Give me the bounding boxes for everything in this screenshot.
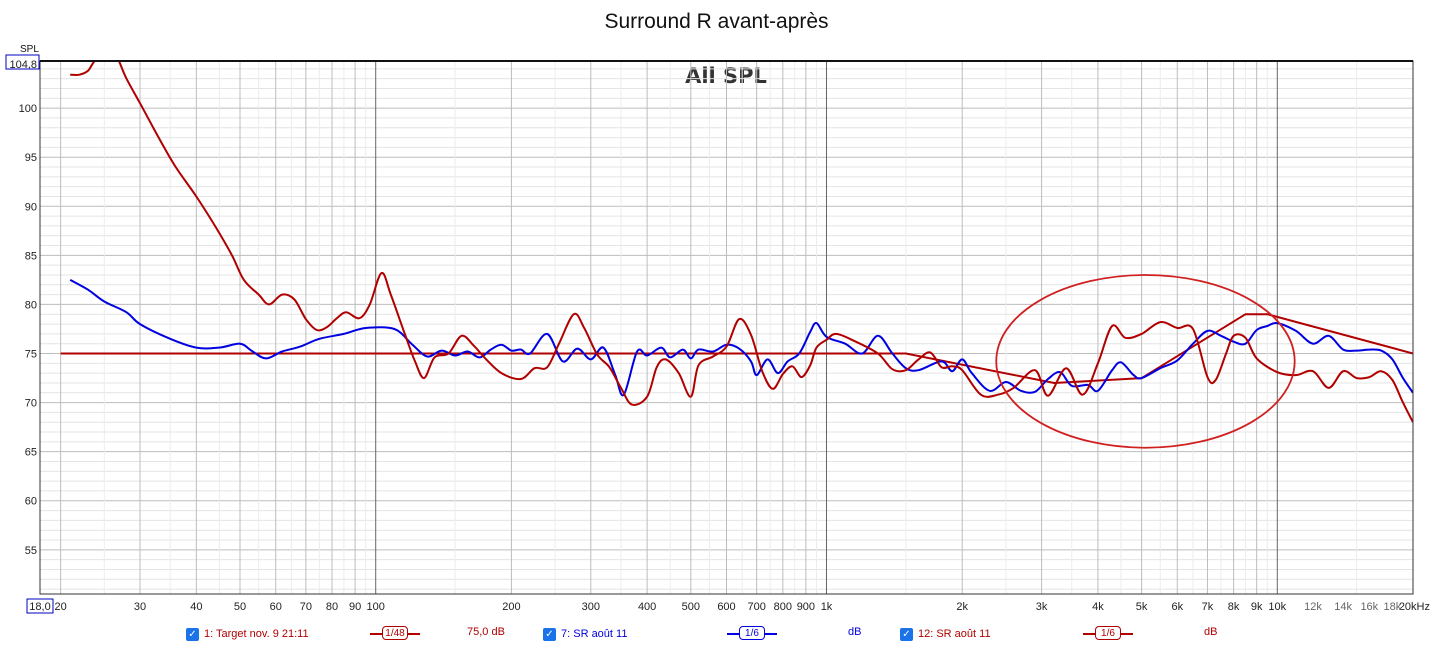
x-tick-label-minor: 14k (1334, 601, 1352, 613)
checkbox-icon[interactable]: ✓ (900, 627, 913, 641)
x-tick-label: 90 (349, 601, 361, 613)
y-tick-label: 75 (25, 349, 37, 361)
y-tick-label: 60 (25, 496, 37, 508)
legend-label: 1: Target nov. 9 21:11 (204, 628, 309, 640)
y-axis-label: SPL (20, 44, 39, 55)
x-tick-label: 400 (638, 601, 656, 613)
x-tick-label: 20 (55, 601, 67, 613)
legend: ✓ 1: Target nov. 9 21:11 1/48 75,0 dB ✓ … (0, 626, 1433, 644)
y-tick-label: 90 (25, 201, 37, 213)
legend-value: dB (1204, 626, 1218, 638)
x-tick-label-minor: 16k (1360, 601, 1378, 613)
x-tick-label-minor: 12k (1304, 601, 1322, 613)
legend-label: 7: SR août 11 (561, 628, 628, 640)
x-tick-label: 40 (190, 601, 202, 613)
series-sr-7-line (69, 279, 1413, 397)
legend-item-sr-12[interactable]: ✓ 12: SR août 11 (900, 626, 991, 642)
legend-item-sr-7[interactable]: ✓ 7: SR août 11 (543, 626, 627, 642)
legend-item-target[interactable]: ✓ 1: Target nov. 9 21:11 (186, 626, 309, 642)
x-tick-label: 50 (234, 601, 246, 613)
smoothing-label: 1/6 (739, 626, 765, 640)
y-tick-label: 95 (25, 152, 37, 164)
x-tick-label: 500 (682, 601, 700, 613)
axes: 55 60 65 70 75 80 85 90 95 100 104,8 SPL 18,0 20 30 40 5… (5, 44, 1430, 614)
x-tick-label: 2k (956, 601, 968, 613)
x-tick-label: 60 (270, 601, 282, 613)
smoothing-label: 1/6 (1095, 626, 1121, 640)
y-tick-label: 85 (25, 250, 37, 262)
legend-value: 75,0 dB (467, 626, 505, 638)
x-tick-label: 3k (1036, 601, 1048, 613)
smoothing-selector[interactable]: 1/6 (1083, 626, 1133, 642)
checkbox-icon[interactable]: ✓ (186, 627, 199, 641)
y-tick-label: 80 (25, 299, 37, 311)
legend-label: 12: SR août 11 (918, 628, 991, 640)
legend-value: dB (848, 626, 862, 638)
x-tick-label: 4k (1092, 601, 1104, 613)
x-tick-label: 6k (1171, 601, 1183, 613)
x-min-box (26, 598, 54, 614)
grid (40, 61, 1414, 594)
smoothing-selector[interactable]: 1/48 (370, 626, 420, 642)
y-tick-label: 70 (25, 398, 37, 410)
y-max-box (5, 54, 40, 70)
x-tick-label: 700 (747, 601, 765, 613)
annotation-ellipse (995, 274, 1296, 449)
x-tick-label: 5k (1136, 601, 1148, 613)
smoothing-label: 1/48 (382, 626, 408, 640)
x-min-label: 18,0 (29, 601, 50, 613)
x-tick-label: 9k (1251, 601, 1263, 613)
x-tick-label: 800 (774, 601, 792, 613)
x-tick-label: 8k (1228, 601, 1240, 613)
x-tick-label: 20kHz (1399, 601, 1430, 613)
x-tick-label: 200 (502, 601, 520, 613)
x-tick-label: 900 (797, 601, 815, 613)
x-tick-label: 10k (1268, 601, 1286, 613)
x-tick-label: 100 (367, 601, 385, 613)
y-tick-label: 55 (25, 545, 37, 557)
y-tick-label: 100 (19, 103, 37, 115)
x-tick-label-minor: 18k (1383, 601, 1401, 613)
x-tick-label: 1k (821, 601, 833, 613)
plot-label: All SPL (685, 64, 767, 88)
x-tick-label: 300 (582, 601, 600, 613)
x-tick-label: 80 (326, 601, 338, 613)
series-sr-12-line (70, 61, 1413, 423)
y-max-label: 104,8 (9, 59, 37, 71)
x-tick-label: 70 (300, 601, 312, 613)
chart-title: Surround R avant-après (604, 10, 829, 33)
checkbox-icon[interactable]: ✓ (543, 627, 556, 641)
x-tick-label: 30 (134, 601, 146, 613)
y-tick-label: 65 (25, 447, 37, 459)
smoothing-selector[interactable]: 1/6 (727, 626, 777, 642)
x-tick-label: 7k (1202, 601, 1214, 613)
x-tick-label: 600 (717, 601, 735, 613)
curves (60, 61, 1413, 449)
